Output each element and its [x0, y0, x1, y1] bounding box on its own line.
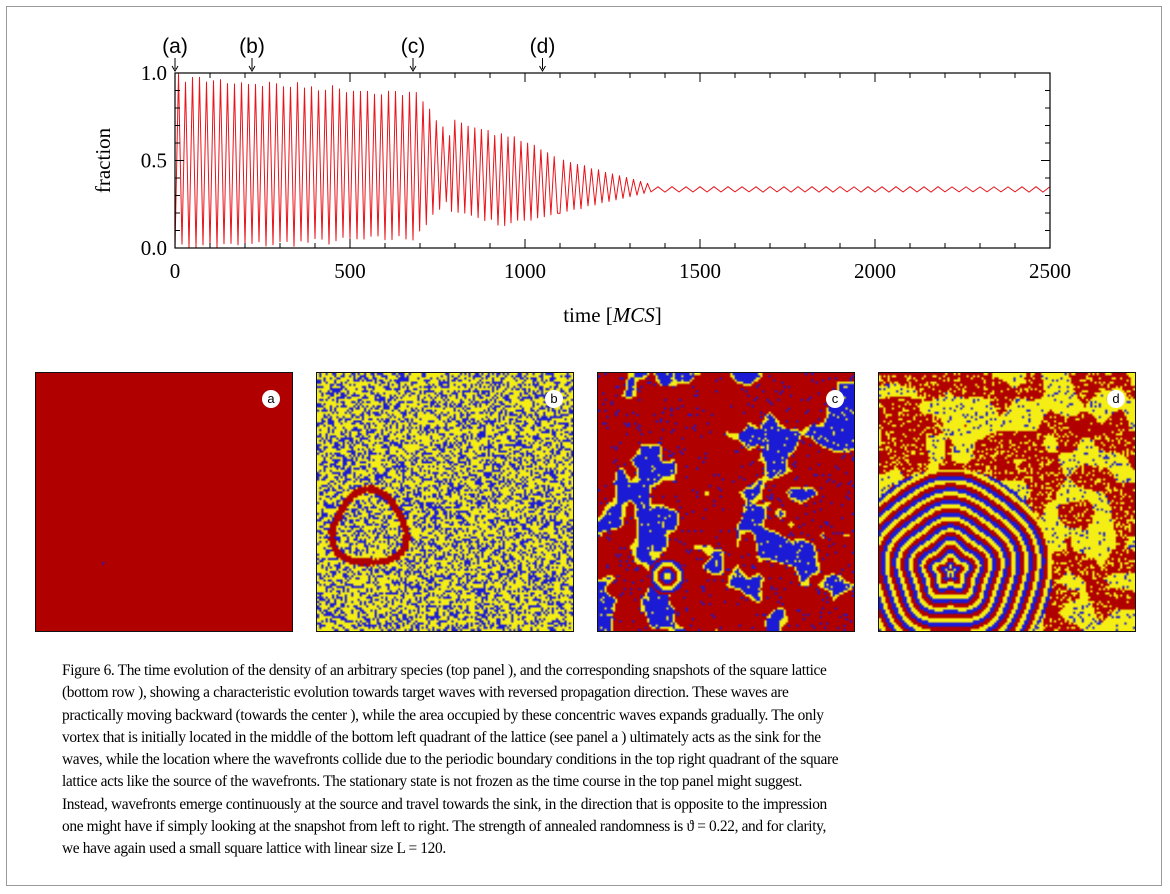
- panel-tag-b: b: [545, 390, 563, 408]
- snapshot-panel-d: d: [878, 372, 1136, 632]
- snapshot-panel-b: b: [316, 372, 574, 632]
- marker-label: (d): [530, 35, 556, 58]
- y-tick-label: 0.5: [141, 149, 167, 173]
- lattice-snapshot-d: [879, 373, 1135, 631]
- marker-label: (b): [239, 35, 265, 58]
- x-tick-label: 1500: [679, 259, 721, 283]
- marker-label: (c): [401, 35, 426, 58]
- x-tick-label: 2000: [854, 259, 896, 283]
- snapshot-panel-c: c: [597, 372, 855, 632]
- lattice-snapshot-a: [36, 373, 292, 631]
- marker-label: (a): [162, 35, 188, 58]
- time-series-chart: 0 500 1000 1500 2000 2500 0.0 0.5 1.0 time [MCS] f…: [0, 0, 1170, 340]
- x-tick-label: 1000: [504, 259, 546, 283]
- figure-caption: Figure 6. The time evolution of the dens…: [62, 660, 1122, 861]
- y-tick-label: 0.0: [141, 236, 167, 260]
- x-tick-label: 0: [170, 259, 181, 283]
- y-axis-label: fraction: [91, 127, 115, 193]
- x-axis-label: time [MCS]: [563, 303, 662, 327]
- panel-tag-d: d: [1107, 390, 1125, 408]
- x-tick-label: 500: [334, 259, 366, 283]
- x-tick-label: 2500: [1029, 259, 1071, 283]
- snapshot-panel-a: a: [35, 372, 293, 632]
- panel-tag-c: c: [826, 390, 844, 408]
- fraction-series-line: [175, 74, 1050, 248]
- lattice-snapshot-b: [317, 373, 573, 631]
- y-tick-label: 1.0: [141, 61, 167, 85]
- lattice-snapshot-c: [598, 373, 854, 631]
- panel-tag-a: a: [262, 390, 280, 408]
